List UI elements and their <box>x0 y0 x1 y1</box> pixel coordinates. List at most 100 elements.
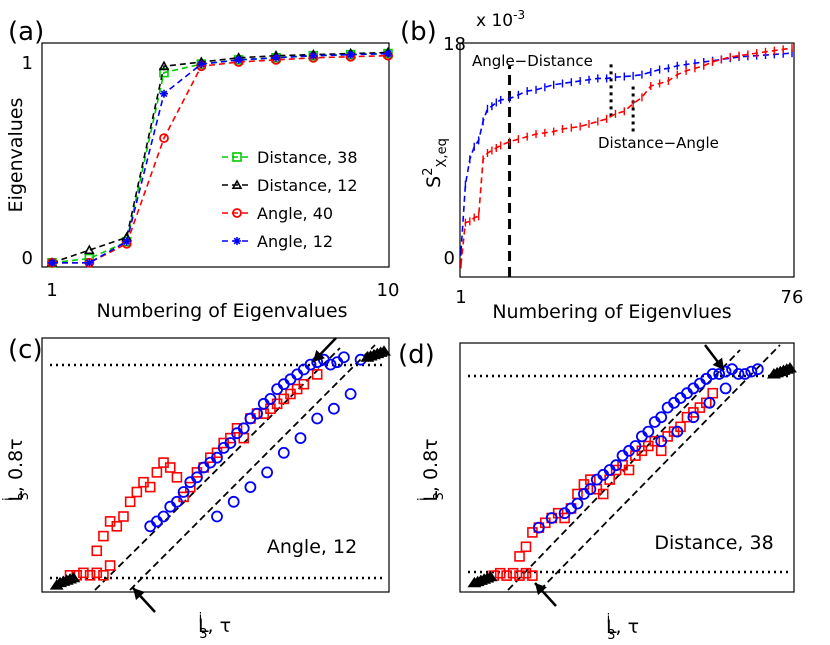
panel-label-c: (c) <box>8 335 43 365</box>
data-point-blue-circles <box>719 382 732 395</box>
y-scale-label: x 10-3 <box>476 8 525 31</box>
data-point-blue-circles <box>629 440 642 452</box>
arrow-head-1 <box>535 583 547 596</box>
x-axis-label: Li 3, τ <box>198 611 231 642</box>
series-line-distance-12 <box>51 51 389 264</box>
y-tick-label: 0 <box>444 248 455 269</box>
y-tick-label: 1 <box>22 53 33 74</box>
data-point-blue-circles <box>177 486 190 498</box>
data-point-blue-circles <box>227 495 240 508</box>
panel-a-eigenvalues: 1 10 0 1 Numbering of Eigenvalues Eigenv… <box>5 42 400 322</box>
data-point-red-squares <box>231 422 243 434</box>
data-point-blue-circles <box>532 521 545 534</box>
data-point-red-squares <box>124 496 136 508</box>
data-point-blue-circles <box>687 411 700 424</box>
data-point-blue-circles <box>751 363 764 376</box>
panel-annotation: Distance, 38 <box>654 532 773 554</box>
x-axis-label: Numbering of Eigenvalues <box>97 300 348 322</box>
data-point-blue-circles <box>671 425 684 438</box>
data-point-angle-12 <box>309 51 318 60</box>
data-point-red-squares <box>514 551 525 562</box>
data-point-red-squares <box>707 387 719 399</box>
data-point-red-squares <box>494 567 506 579</box>
x-tick-label: 10 <box>377 280 400 301</box>
y-axis-label: Eigenvalues <box>5 98 27 213</box>
data-point-blue-circles <box>224 437 237 449</box>
data-point-red-squares <box>104 560 116 571</box>
legend-label-distance-12: Distance, 12 <box>257 176 358 195</box>
data-point-blue-circles <box>261 466 274 479</box>
data-point-red-squares <box>131 486 143 498</box>
data-point-red-squares <box>520 541 532 553</box>
legend-marker-angle-12 <box>233 237 241 245</box>
x-tick-label: 76 <box>781 287 804 308</box>
data-point-blue-circles <box>655 435 668 448</box>
data-point-red-squares <box>144 481 156 493</box>
data-point-blue-circles <box>211 451 223 464</box>
annotation-distance-angle: Distance−Angle <box>598 134 719 152</box>
panel-label-a: (a) <box>8 17 44 47</box>
data-point-blue-circles <box>327 402 340 415</box>
arrow-head-0 <box>313 349 325 362</box>
data-point-blue-circles <box>655 411 668 424</box>
data-point-blue-circles <box>157 510 170 523</box>
data-point-blue-circles <box>171 495 183 508</box>
data-point-red-squares <box>597 488 609 500</box>
data-point-blue-circles <box>610 459 623 472</box>
data-point-red-squares <box>507 567 519 579</box>
panel-label-d: (d) <box>398 340 435 370</box>
data-point-red-squares <box>171 471 183 483</box>
data-point-red-squares <box>164 462 176 473</box>
data-point-red-squares <box>520 567 532 579</box>
y-tick-label: 18 <box>443 34 466 55</box>
data-point-blue-circles <box>571 497 584 510</box>
x-axis-label: Numbering of Eigenvlues <box>492 301 731 323</box>
data-point-blue-circles <box>703 396 716 409</box>
data-point-blue-circles <box>324 358 337 371</box>
data-point-blue-circles <box>191 471 203 484</box>
data-point-angle-12 <box>346 50 355 59</box>
data-point-red-squares <box>298 378 310 390</box>
data-point-angle-12 <box>197 60 206 69</box>
legend-label-angle-12: Angle, 12 <box>257 232 333 251</box>
data-point-blue-circles <box>264 392 277 405</box>
data-point-angle-12 <box>85 258 94 267</box>
data-point-blue-circles <box>732 368 745 380</box>
data-point-red-squares <box>78 567 89 579</box>
data-point-red-squares <box>649 435 661 447</box>
data-point-blue-circles <box>277 446 290 459</box>
data-point-blue-circles <box>745 365 758 378</box>
data-point-blue-circles <box>545 512 558 524</box>
data-point-blue-circles <box>642 425 655 438</box>
data-point-blue-circles <box>584 483 597 496</box>
data-point-blue-circles <box>244 481 257 494</box>
legend-label-distance-38: Distance, 38 <box>257 148 358 167</box>
data-point-blue-circles <box>706 368 719 380</box>
data-point-angle-12 <box>160 89 168 98</box>
data-point-distance-12 <box>83 244 95 255</box>
data-point-angle-12 <box>48 258 56 267</box>
axes-frame <box>459 42 795 278</box>
data-point-red-squares <box>311 369 323 380</box>
diagonal-guide-1 <box>539 344 781 591</box>
data-point-blue-circles <box>739 368 751 380</box>
data-point-black-triangles <box>783 362 797 373</box>
x-axis-label: Li 3, τ <box>606 612 639 643</box>
data-point-red-squares <box>151 467 163 478</box>
legend-label-angle-40: Angle, 40 <box>257 204 333 223</box>
data-point-angle-12 <box>272 53 280 62</box>
data-point-red-squares <box>623 464 635 476</box>
series-line-angle-40 <box>52 54 389 264</box>
annotation-angle-distance: Angle−Distance <box>472 52 593 70</box>
data-point-red-squares <box>98 569 109 581</box>
data-point-blue-circles <box>311 412 324 425</box>
data-point-red-squares <box>91 545 103 557</box>
data-point-angle-40 <box>159 133 169 143</box>
data-point-blue-circles <box>251 407 263 420</box>
x-tick-label: 1 <box>455 287 466 308</box>
data-point-red-squares <box>118 511 129 522</box>
y-tick-label: 0 <box>22 248 33 269</box>
data-point-angle-12 <box>234 55 243 64</box>
data-point-red-squares <box>501 570 512 581</box>
panel-c-scatter-angle: Angle, 12 Li 3, τ Li3, 0.8τ <box>1 337 391 642</box>
